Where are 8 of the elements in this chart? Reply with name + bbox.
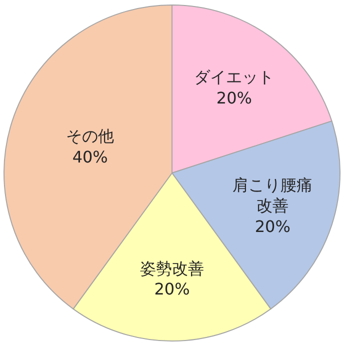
- data-label: 20%: [216, 88, 252, 108]
- slice-label: その他: [66, 126, 114, 146]
- slice-label: 姿勢改善: [140, 258, 204, 278]
- data-label: 20%: [254, 216, 290, 236]
- data-label: 20%: [154, 280, 190, 299]
- slice-label: 肩こり腰痛改善: [232, 175, 313, 216]
- slice-label: ダイエット: [194, 68, 274, 86]
- data-label: 40%: [72, 147, 108, 166]
